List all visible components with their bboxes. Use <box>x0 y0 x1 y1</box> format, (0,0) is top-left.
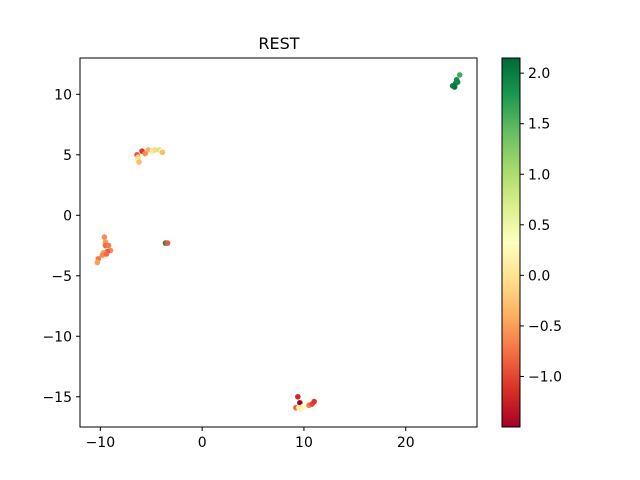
y-tick-label: 10 <box>54 87 72 103</box>
data-point <box>296 404 302 411</box>
x-tick-label: 0 <box>198 435 207 451</box>
x-tick-label: 10 <box>295 435 313 451</box>
colorbar-axis: 2.0 1.5 1.0 0.5 0.0 −0.5 −1.0 <box>520 66 562 385</box>
data-point <box>103 251 110 257</box>
colorbar-tick-label: 1.5 <box>528 117 550 133</box>
data-points <box>94 72 463 412</box>
y-tick-label: −5 <box>51 269 72 285</box>
data-point <box>164 240 171 246</box>
data-point <box>94 259 101 266</box>
data-point <box>456 72 463 78</box>
x-axis: −10 0 10 20 <box>86 427 415 451</box>
data-point <box>159 149 166 156</box>
colorbar <box>501 57 521 428</box>
x-tick-label: −10 <box>86 435 116 451</box>
colorbar-tick-label: 0.0 <box>528 268 550 284</box>
data-point <box>454 79 461 85</box>
data-point <box>295 393 301 400</box>
plot-frame <box>79 57 478 428</box>
colorbar-tick-label: 0.5 <box>528 218 550 234</box>
y-tick-label: −10 <box>42 329 72 345</box>
colorbar-tick-label: 1.0 <box>528 167 550 183</box>
data-point <box>152 147 159 153</box>
colorbar-tick-label: 2.0 <box>528 66 550 82</box>
data-point <box>101 234 108 240</box>
y-axis: 10 5 0 −5 −10 −15 <box>42 87 80 406</box>
y-tick-label: −15 <box>42 390 72 406</box>
chart-title: REST <box>258 34 299 53</box>
data-point <box>136 159 142 165</box>
colorbar-tick-label: −1.0 <box>528 369 562 385</box>
colorbar-tick-label: −0.5 <box>528 319 562 335</box>
data-point <box>451 84 458 90</box>
y-tick-label: 5 <box>63 148 72 164</box>
data-point <box>311 398 317 405</box>
y-tick-label: 0 <box>63 208 72 224</box>
data-point <box>105 242 112 249</box>
x-tick-label: 20 <box>397 435 415 451</box>
